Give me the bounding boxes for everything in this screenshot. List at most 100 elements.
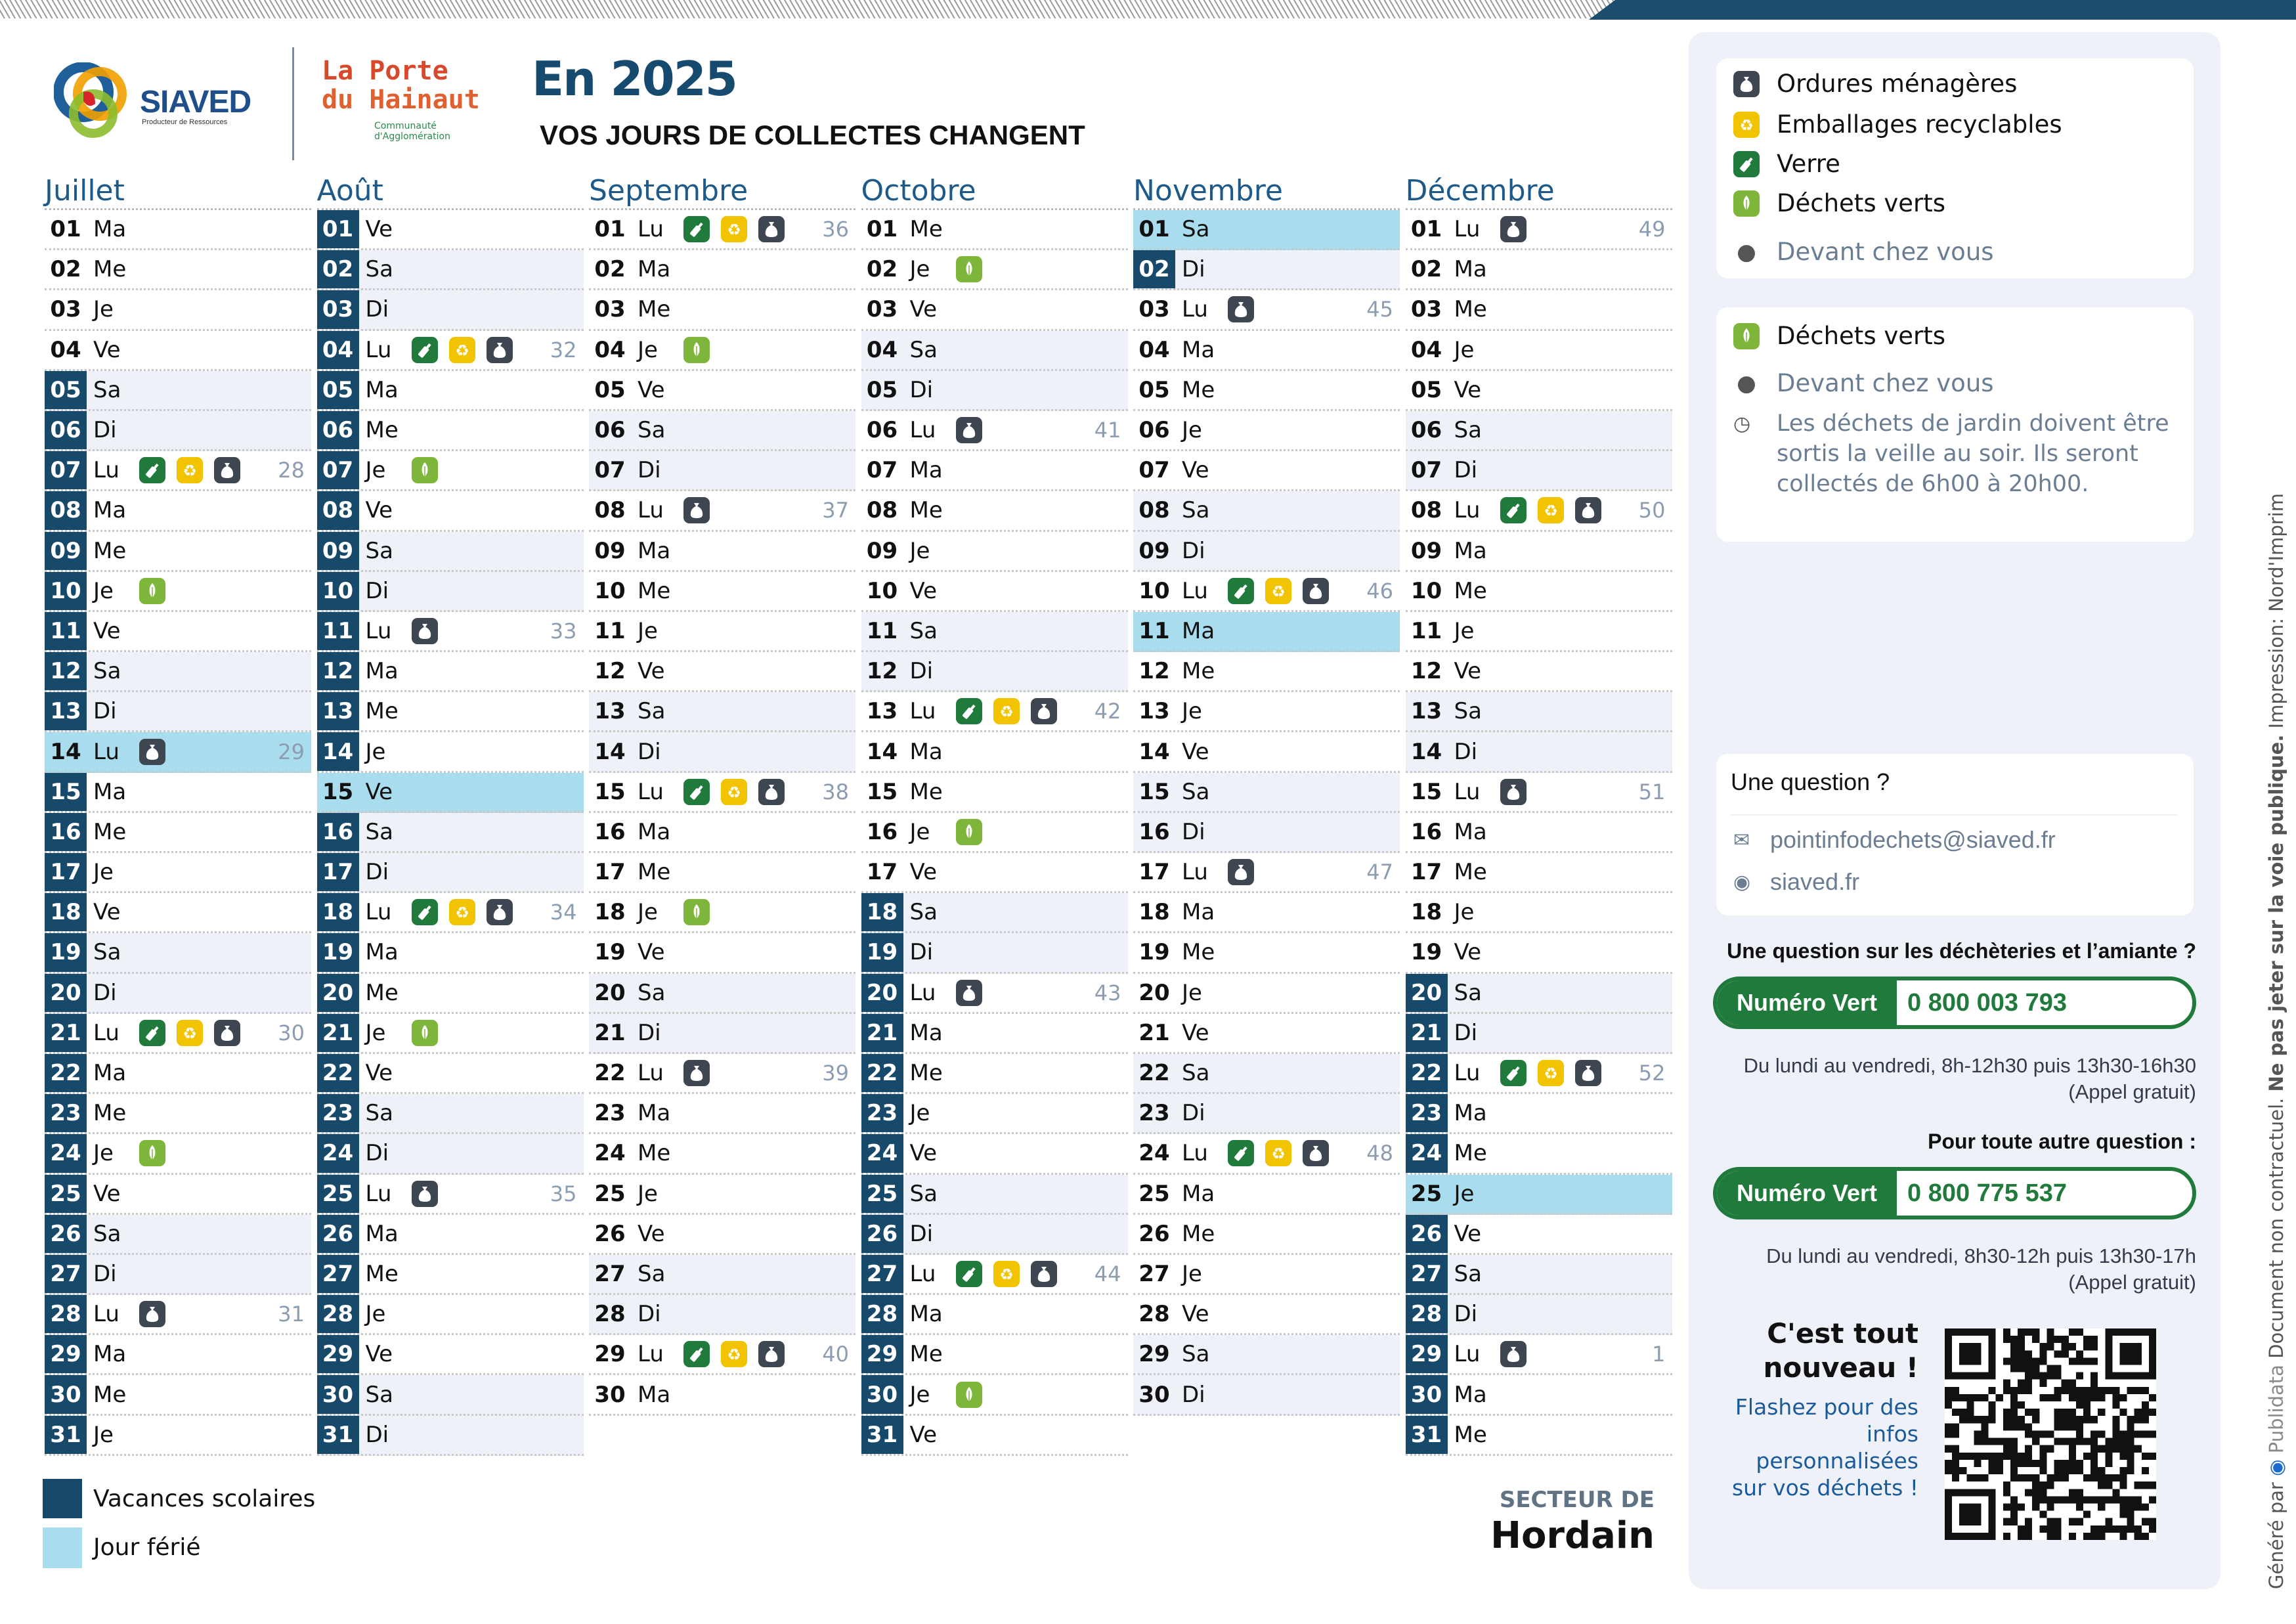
weekday: Je (638, 336, 658, 363)
day-number: 29 (1138, 1341, 1170, 1368)
day-row: 10 Lu ♻ 46 (1133, 572, 1400, 612)
day-number: 02 (594, 256, 626, 283)
weekday: Sa (909, 1180, 938, 1207)
week-number: 31 (278, 1302, 305, 1327)
day-number: 11 (594, 617, 626, 644)
collection-icons (1228, 859, 1254, 886)
weekday: Me (1182, 658, 1215, 685)
collection-icons (955, 256, 982, 283)
contact-email[interactable]: pointinfodechets@siaved.fr (1770, 826, 2056, 853)
day-row: 26 Me (1133, 1215, 1400, 1255)
weekday: Lu (365, 336, 392, 363)
weekday: Ve (909, 859, 938, 886)
day-number: 19 (316, 933, 359, 972)
day-number: 26 (594, 1220, 626, 1247)
collection-icons: ♻ (955, 698, 1057, 725)
weekday: Lu (1454, 216, 1481, 243)
day-row: 28 Lu 31 (45, 1295, 311, 1336)
day-row: 17 Lu 47 (1133, 853, 1400, 894)
bottle-icon (411, 336, 438, 363)
day-row: 07 Di (589, 451, 856, 492)
day-number: 11 (316, 611, 359, 651)
day-row: 29 Ve (316, 1335, 584, 1376)
weekday: Ve (365, 216, 393, 243)
day-row: 04 Lu ♻ 32 (316, 330, 584, 371)
qr-code[interactable] (1945, 1328, 2156, 1540)
qr-text: Flashez pour des infos personnalisées sur v… (1732, 1394, 1918, 1501)
day-number: 27 (594, 1260, 626, 1287)
weekday: Lu (909, 1260, 936, 1287)
hotline2-number[interactable]: 0 800 775 537 (1907, 1179, 2068, 1207)
day-number: 11 (1138, 617, 1170, 644)
day-row: 07 Je (316, 451, 584, 492)
day-number: 01 (1410, 216, 1442, 243)
day-row: 17 Me (1405, 853, 1672, 894)
leaf-icon (139, 1140, 165, 1167)
contact-website[interactable]: siaved.fr (1770, 868, 1860, 895)
weekday: Di (93, 979, 117, 1006)
day-row: 21 Ma (861, 1013, 1128, 1054)
weekday: Di (1182, 1381, 1205, 1408)
day-number: 26 (45, 1214, 87, 1253)
day-number: 02 (316, 250, 359, 289)
week-number: 47 (1366, 860, 1393, 885)
svg-text:♻: ♻ (1271, 1145, 1286, 1163)
hotline1-number[interactable]: 0 800 003 793 (1907, 988, 2068, 1017)
recycle-icon: ♻ (1537, 1060, 1564, 1087)
day-number: 26 (1405, 1214, 1448, 1253)
agglo-logo-line1: La Porte (322, 56, 448, 86)
day-number: 24 (1405, 1134, 1448, 1173)
day-number: 18 (45, 893, 87, 932)
day-number: 04 (866, 336, 898, 363)
bag-icon (1500, 778, 1527, 805)
weekday: Ve (909, 577, 938, 604)
weekday: Ma (638, 1381, 671, 1408)
day-number: 27 (316, 1254, 359, 1294)
hotline2-hours-text: Du lundi au vendredi, 8h30-12h puis 13h3… (1766, 1244, 2196, 1267)
day-row: 11 Ve (45, 611, 311, 653)
bag-icon (683, 497, 710, 524)
collection-icons (955, 979, 982, 1006)
weekday: Ma (365, 939, 399, 966)
day-row: 13 Lu ♻ 42 (861, 692, 1128, 733)
weekday: Ma (93, 497, 127, 524)
day-number: 09 (45, 531, 87, 570)
day-number: 30 (45, 1375, 87, 1414)
weekday: Ma (638, 256, 671, 283)
weekday: Lu (365, 899, 392, 926)
weekday: Di (909, 1220, 934, 1247)
week-number: 32 (550, 337, 577, 362)
day-number: 07 (866, 457, 898, 484)
day-number: 05 (1138, 376, 1170, 403)
day-number: 21 (594, 1019, 626, 1046)
day-row: 21 Lu ♻ 30 (45, 1013, 311, 1054)
hotline2-heading: Pour toute autre question : (1928, 1130, 2196, 1153)
hotline1-hours-text: Du lundi au vendredi, 8h-12h30 puis 13h3… (1743, 1054, 2196, 1077)
week-number: 40 (822, 1342, 849, 1367)
collection-icons (411, 617, 438, 644)
legend-dechets-verts-label: Déchets verts (1777, 189, 1946, 217)
weekday: Sa (1454, 979, 1482, 1006)
bottle-icon (955, 698, 982, 725)
bottle-icon (955, 1260, 982, 1287)
weekday: Me (1454, 296, 1487, 323)
day-row: 28 Ve (1133, 1295, 1400, 1336)
weekday: Sa (909, 336, 938, 363)
collection-icons (139, 1301, 165, 1328)
day-row: 19 Ve (589, 933, 856, 974)
bottle-icon (139, 457, 165, 484)
bag-icon (1303, 577, 1329, 604)
day-number: 10 (1138, 577, 1170, 604)
day-number: 26 (861, 1214, 903, 1253)
weekday: Ma (909, 738, 943, 765)
contact-divider (1731, 814, 2177, 816)
bag-icon (411, 617, 438, 644)
recycle-icon: ♻ (177, 1019, 203, 1046)
collection-icons (1500, 216, 1527, 243)
side-warning: Ne pas jeter sur la voie publique. (2265, 734, 2287, 1092)
bag-icon (1574, 1060, 1601, 1087)
hotline1-pill: Numéro Vert 0 800 003 793 (1713, 977, 2196, 1029)
day-number: 07 (1410, 457, 1442, 484)
week-number: 33 (550, 618, 577, 644)
weekday: Je (1454, 336, 1475, 363)
